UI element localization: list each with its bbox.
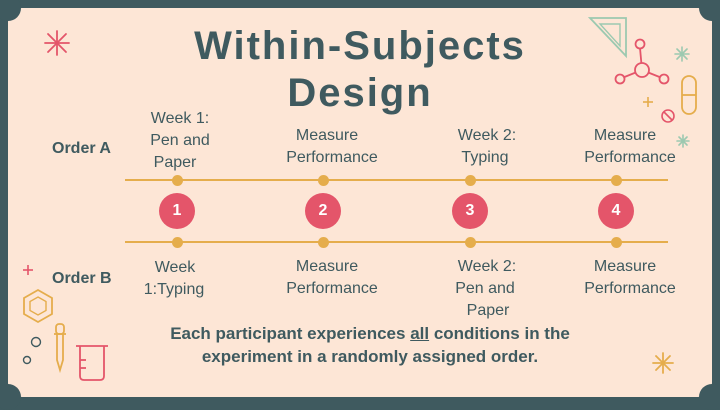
timeline-dot [318,175,329,186]
title-line-1: Within-Subjects [194,24,526,68]
step-text-line: Measure [295,258,359,275]
step-number-3: 3 [452,193,488,229]
timeline-line-bottom [125,241,668,243]
step-text-line: Measure [593,127,657,144]
order-b-label: Order B [52,270,112,287]
circle-icon [30,336,42,348]
timeline-dot [318,237,329,248]
beaker-icon [76,345,108,381]
sparkle-icon [44,30,70,56]
step-text-line: 1:Typing [143,281,205,298]
corner-notch [699,384,720,410]
step-text-line: Typing [461,149,509,166]
no-symbol-icon [661,109,675,123]
step-number-2: 2 [305,193,341,229]
timeline-dot [172,237,183,248]
timeline-dot [611,237,622,248]
step-text-line: Paper [466,302,510,319]
timeline-dot [611,175,622,186]
pill-icon [681,75,697,115]
sparkle-icon [674,46,690,62]
footer-emphasis: all [410,324,430,343]
step-text-line: Week 1: [150,110,210,127]
sparkle-icon [676,134,690,148]
molecule-icon [614,38,670,85]
step-text-line: Paper [153,154,197,171]
step-text-line: Measure [593,258,657,275]
title-line-2: Design [287,71,433,115]
timeline-dot [465,237,476,248]
footer-text: conditions in the [429,324,570,343]
step-text-line: Pen and [150,132,210,149]
order-b-step-3: Week 2: Pen and Paper [440,256,530,322]
step-text-line: Pen and [455,280,515,297]
step-number-1: 1 [159,193,195,229]
corner-notch [699,0,720,21]
step-text-line: Performance [584,149,676,166]
timeline-dot [172,175,183,186]
order-a-step-4: Measure Performance [570,125,690,169]
slide [8,8,712,397]
step-text-line: Performance [286,149,378,166]
plus-icon [23,265,33,275]
sparkle-icon [652,352,674,374]
order-b-step-2: Measure Performance [272,256,392,300]
plus-icon [643,97,653,107]
footer-line-1: Each participant experiences all conditi… [100,322,640,345]
step-text-line: Performance [584,280,676,297]
step-text-line: Week 2: [457,258,517,275]
footer-text: Each participant experiences [170,324,411,343]
order-a-label: Order A [52,140,111,157]
step-text-line: Measure [295,127,359,144]
order-a-step-2: Measure Performance [272,125,392,169]
timeline-dot [465,175,476,186]
order-a-step-1: Week 1: Pen and Paper [130,108,230,174]
footer-line-2: experiment in a randomly assigned order. [201,347,539,366]
circle-icon [22,355,32,365]
step-number-4: 4 [598,193,634,229]
order-b-step-1: Week 1:Typing [125,257,225,301]
order-a-step-3: Week 2: Typing [440,125,530,169]
timeline-line-top [125,179,668,181]
triangle-ruler-icon [587,17,627,59]
order-b-step-4: Measure Performance [570,256,690,300]
dropper-icon [54,323,66,374]
step-text-line: Week 2: [457,127,517,144]
corner-notch [0,384,21,410]
hexagon-icon [23,288,53,324]
step-text-line: Performance [286,280,378,297]
corner-notch [0,0,21,21]
step-text-line: Week [154,259,196,276]
footer-note: Each participant experiences all conditi… [100,322,640,368]
